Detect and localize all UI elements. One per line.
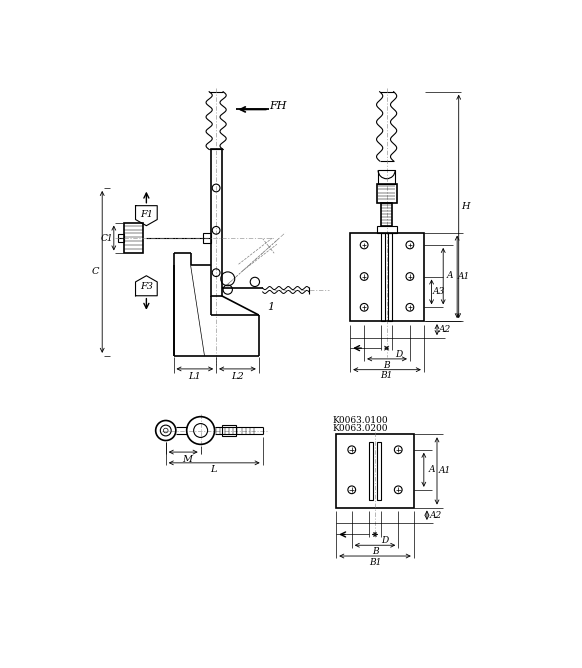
- Text: B1: B1: [381, 371, 393, 380]
- Text: A3: A3: [432, 287, 445, 297]
- Bar: [381, 232, 385, 321]
- Text: L: L: [211, 466, 217, 474]
- Bar: [124, 223, 143, 253]
- Text: F1: F1: [140, 210, 153, 219]
- Text: B1: B1: [369, 558, 381, 566]
- Bar: [381, 203, 392, 226]
- Bar: [369, 442, 374, 500]
- Text: L2: L2: [230, 372, 243, 381]
- Text: A: A: [428, 466, 435, 474]
- Text: K0063.0200: K0063.0200: [332, 424, 388, 434]
- Bar: [222, 425, 236, 436]
- Text: L1: L1: [188, 372, 201, 381]
- Text: D: D: [381, 536, 388, 545]
- Bar: [118, 234, 124, 242]
- Text: F3: F3: [140, 282, 153, 291]
- Text: A1: A1: [458, 272, 470, 281]
- Bar: [378, 170, 395, 184]
- Text: C: C: [91, 267, 99, 277]
- Text: D: D: [395, 350, 403, 359]
- Text: B: B: [372, 547, 378, 556]
- Text: C1: C1: [101, 234, 113, 242]
- Bar: [377, 226, 397, 232]
- Text: B: B: [384, 361, 390, 369]
- Text: FH: FH: [269, 102, 287, 112]
- Bar: [203, 233, 211, 242]
- Text: A2: A2: [430, 511, 442, 520]
- Text: H: H: [462, 202, 470, 211]
- Bar: [377, 442, 381, 500]
- Bar: [377, 184, 397, 203]
- Text: 1: 1: [267, 303, 274, 313]
- Text: A: A: [447, 271, 453, 281]
- Text: K0063.0100: K0063.0100: [332, 416, 388, 425]
- Bar: [211, 150, 222, 296]
- Bar: [350, 232, 424, 321]
- Text: A1: A1: [439, 466, 451, 475]
- Bar: [336, 434, 414, 508]
- Bar: [388, 232, 392, 321]
- Text: A2: A2: [439, 325, 451, 334]
- Text: M: M: [182, 454, 191, 464]
